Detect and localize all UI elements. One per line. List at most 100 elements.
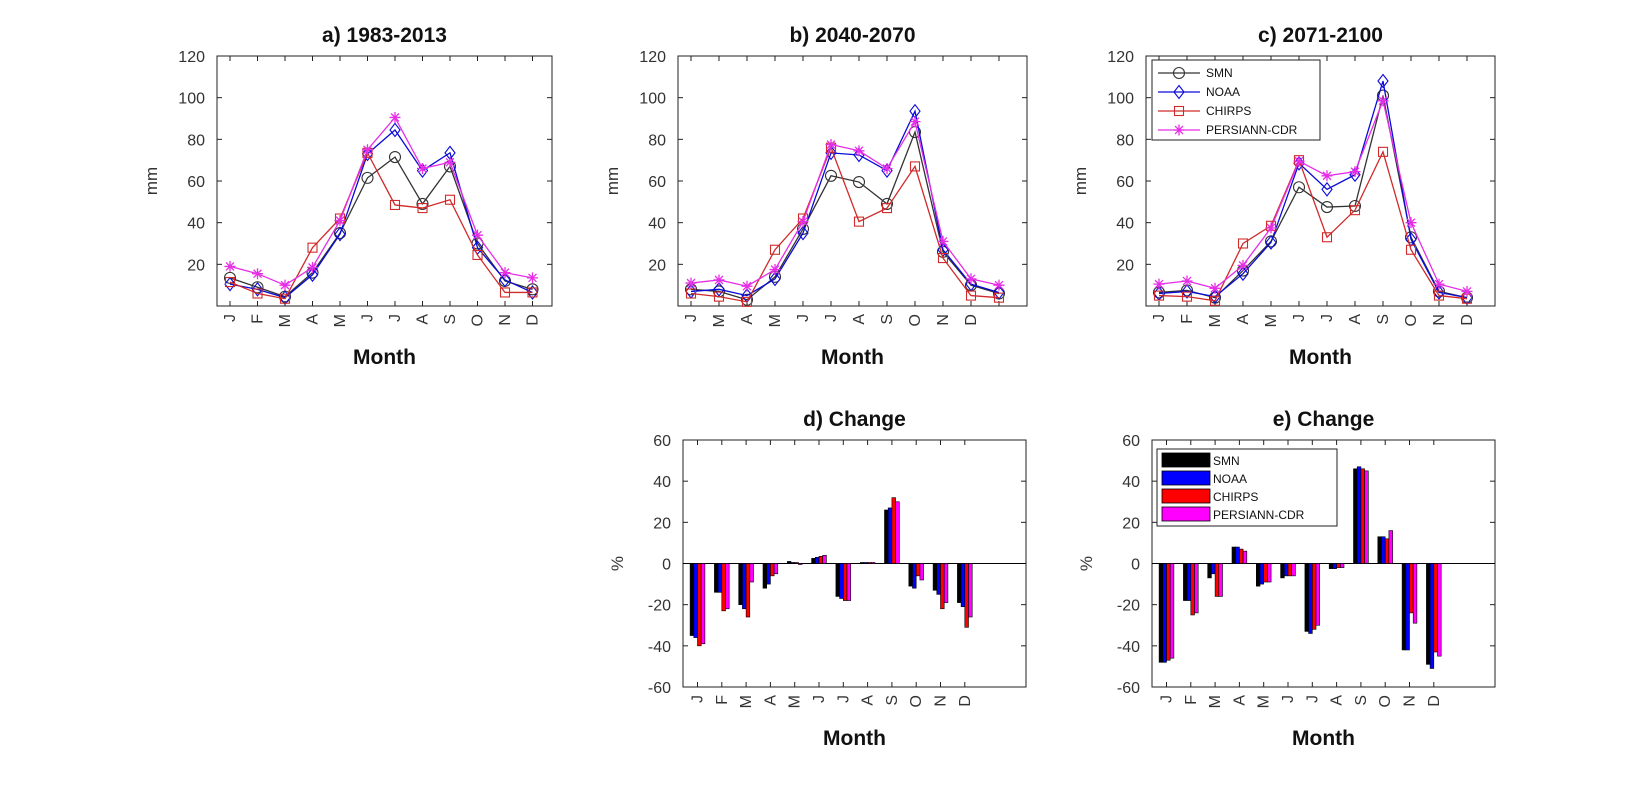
bar — [835, 563, 840, 597]
bar — [1284, 563, 1289, 577]
data-point — [499, 287, 511, 298]
bar — [814, 557, 820, 564]
data-point — [993, 285, 1005, 300]
x-tick-label: O — [907, 314, 924, 326]
legend: SMN NOAA CHIRPS PERSIANN-CDR — [1156, 448, 1338, 527]
series-noaa — [1162, 466, 1435, 669]
bar — [1242, 550, 1248, 564]
data-point — [1321, 181, 1333, 197]
legend-marker — [1173, 84, 1185, 100]
bar — [1287, 563, 1293, 577]
x-tick-label: J — [690, 695, 707, 703]
bar — [1356, 466, 1362, 564]
bar — [717, 563, 723, 593]
data-point — [937, 253, 949, 264]
x-tick-label: A — [739, 314, 756, 325]
bar — [919, 563, 924, 581]
y-axis-label: mm — [142, 167, 161, 195]
x-tick-label: F — [714, 695, 731, 705]
x-tick-label: M — [767, 314, 784, 327]
bar — [697, 563, 702, 647]
x-tick-label: M — [738, 695, 755, 708]
bar — [1183, 563, 1188, 601]
data-point — [444, 156, 456, 168]
data-point — [472, 229, 483, 241]
data-point — [388, 150, 402, 164]
legend-entry-label: CHIRPS — [1213, 490, 1258, 504]
y-tick-label: -40 — [1117, 639, 1140, 656]
data-point — [1209, 282, 1221, 294]
bar — [1211, 563, 1216, 575]
data-point — [251, 281, 264, 294]
data-point — [1349, 205, 1361, 216]
bar — [1239, 548, 1244, 564]
x-tick-label: M — [1207, 314, 1224, 327]
y-tick-label: 40 — [648, 216, 666, 233]
bar — [742, 563, 747, 610]
y-tick-label: -60 — [1117, 680, 1140, 697]
bar — [811, 558, 816, 564]
x-tick-label: N — [497, 314, 514, 326]
y-tick-label: 100 — [1107, 91, 1134, 108]
chart-title: b) 2040-2070 — [789, 24, 915, 47]
x-tick-label: A — [860, 695, 877, 706]
data-point — [389, 122, 401, 138]
x-tick-label: A — [1235, 314, 1252, 325]
data-point — [1377, 73, 1389, 89]
bar — [846, 563, 852, 601]
bar — [1381, 536, 1386, 564]
x-tick-label: N — [933, 695, 950, 707]
data-point — [741, 280, 753, 292]
data-point — [527, 272, 538, 284]
x-tick-label: M — [277, 314, 294, 327]
bar — [1429, 563, 1435, 669]
y-tick-label: 60 — [187, 174, 205, 191]
bar — [794, 562, 799, 564]
bar — [1186, 563, 1192, 601]
x-tick-label: O — [1377, 695, 1394, 707]
data-point — [306, 267, 319, 283]
bar — [1291, 563, 1296, 577]
bar — [693, 563, 698, 638]
x-tick-label: J — [1159, 695, 1176, 703]
x-tick-label: O — [1403, 314, 1420, 326]
bar — [790, 562, 796, 564]
x-tick-label: J — [1304, 695, 1321, 703]
data-point — [853, 145, 865, 157]
series-persiann-cdr — [700, 501, 973, 645]
data-point — [279, 279, 291, 291]
bar — [1364, 470, 1369, 564]
y-axis-label: mm — [1071, 167, 1090, 195]
data-point — [1405, 217, 1417, 229]
x-tick-label: O — [470, 314, 487, 326]
bar — [1353, 468, 1358, 564]
bar — [798, 563, 803, 565]
data-point — [526, 285, 539, 300]
bar — [863, 562, 868, 564]
bar — [1207, 563, 1212, 579]
y-tick-label: 40 — [653, 474, 671, 491]
bar — [700, 563, 706, 645]
x-axis-label: Month — [353, 346, 416, 369]
legend-marker — [1172, 66, 1186, 80]
y-tick-label: 20 — [648, 257, 666, 274]
legend-entry-label: PERSIANN-CDR — [1206, 123, 1298, 137]
data-point — [224, 276, 236, 292]
data-point — [499, 272, 511, 288]
data-point — [713, 281, 725, 297]
y-tick-label: 80 — [648, 132, 666, 149]
data-point — [1181, 284, 1193, 299]
x-tick-label: S — [1375, 314, 1392, 325]
legend-swatch — [1161, 506, 1211, 522]
x-tick-label: J — [1280, 695, 1297, 703]
data-point — [1433, 290, 1445, 301]
data-point — [1292, 181, 1306, 194]
data-point — [853, 216, 865, 227]
x-tick-label: S — [879, 314, 896, 325]
y-tick-label: 120 — [1107, 49, 1134, 66]
y-axis-label: mm — [603, 167, 622, 195]
